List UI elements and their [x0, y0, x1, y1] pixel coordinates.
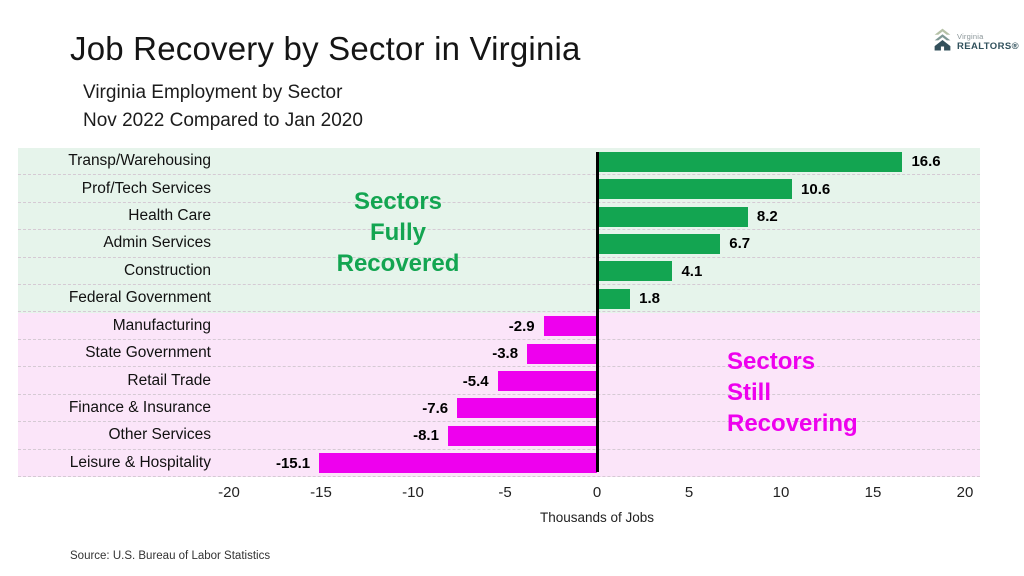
category-label: Admin Services — [103, 234, 211, 252]
chart-row: Federal Government — [18, 285, 980, 313]
bar-value-label: -2.9 — [508, 317, 535, 335]
bar-value-label: -8.1 — [413, 427, 439, 445]
x-axis-tick-label: 0 — [592, 484, 602, 501]
data-bar — [597, 206, 748, 227]
x-axis-tick-label: -10 — [402, 484, 424, 501]
chart-row: Transp/Warehousing — [18, 148, 980, 176]
subtitle-line-1: Virginia Employment by Sector — [83, 82, 343, 103]
data-bar — [319, 453, 597, 474]
chart-row: Leisure & Hospitality — [18, 450, 980, 477]
data-bar — [597, 179, 793, 200]
data-bar — [457, 398, 597, 419]
bar-value-label: 4.1 — [681, 262, 703, 280]
data-bar — [543, 316, 597, 337]
category-label: Construction — [123, 261, 211, 279]
data-bar — [597, 261, 673, 282]
data-bar — [497, 371, 597, 392]
category-label: Prof/Tech Services — [81, 179, 211, 197]
category-label: Transp/Warehousing — [68, 152, 211, 170]
chart-row: Health Care — [18, 203, 980, 231]
x-axis-ticks: -20 -15 -10 -5 0 5 10 15 20 — [18, 484, 980, 504]
category-label: Finance & Insurance — [68, 398, 211, 416]
category-label: Health Care — [128, 207, 211, 225]
chart-row: Retail Trade — [18, 367, 980, 395]
recovering-band-background — [18, 312, 980, 477]
chart-row: Finance & Insurance — [18, 395, 980, 423]
subtitle-line-2: Nov 2022 Compared to Jan 2020 — [83, 110, 363, 131]
recovered-band-background — [18, 148, 980, 313]
logo-wordmark: Virginia REALTORS® — [957, 33, 1019, 52]
virginia-realtors-logo: Virginia REALTORS® — [932, 27, 1019, 57]
category-label: Other Services — [108, 426, 211, 444]
data-bar — [597, 151, 903, 172]
x-axis-title: Thousands of Jobs — [539, 510, 655, 525]
source-note: Source: U.S. Bureau of Labor Statistics — [70, 550, 271, 562]
chart-row: Other Services — [18, 422, 980, 450]
x-axis-tick-label: -20 — [218, 484, 240, 501]
logo-brand-bottom: REALTORS® — [957, 40, 1019, 52]
bar-value-label: -7.6 — [422, 399, 449, 417]
annotation-fully-recovered: Sectors Fully Recovered — [336, 188, 460, 277]
chart-rows: Transp/Warehousing Prof/Tech Services Heal… — [18, 148, 980, 477]
category-label: Federal Government — [68, 289, 211, 307]
data-bar — [597, 233, 721, 254]
chart-subtitle: Virginia Employment by Sector Nov 2022 C… — [83, 79, 363, 135]
chart-row: Manufacturing — [18, 313, 980, 340]
page-title: Job Recovery by Sector in Virginia — [70, 30, 581, 67]
x-axis-tick-label: 20 — [956, 484, 974, 501]
chart-bars-layer: 16.6 10.6 8.2 6.7 4.1 1.8 -2.9 -3.8 -5.4 -7.6 -8.1… — [18, 148, 980, 477]
category-label: Manufacturing — [112, 316, 211, 334]
bar-value-label: -3.8 — [492, 345, 519, 363]
x-axis-tick-label: 5 — [684, 484, 694, 501]
bar-value-label: 16.6 — [911, 153, 941, 171]
house-chevron-icon — [932, 27, 953, 57]
category-label: Retail Trade — [127, 371, 211, 389]
x-axis-tick-label: -15 — [310, 484, 332, 501]
data-bar — [447, 425, 597, 446]
logo-brand-top: Virginia — [957, 31, 984, 41]
x-axis-tick-label: 10 — [772, 484, 790, 501]
chart-row: Admin Services — [18, 230, 980, 258]
chart-row: State Government — [18, 340, 980, 368]
bar-value-label: 10.6 — [801, 180, 831, 198]
zero-axis-line — [595, 152, 599, 472]
bar-value-label: -5.4 — [462, 372, 489, 390]
chart-row: Construction — [18, 258, 980, 286]
data-bar — [597, 288, 631, 309]
bar-value-label: 8.2 — [756, 208, 778, 226]
x-axis-tick-label: -5 — [498, 484, 512, 501]
bar-value-label: -15.1 — [275, 454, 311, 472]
chart-row: Prof/Tech Services — [18, 175, 980, 203]
annotation-still-recovering: Sectors Still Recovering — [727, 348, 858, 437]
x-axis-tick-label: 15 — [864, 484, 882, 501]
category-label: Leisure & Hospitality — [69, 453, 211, 471]
data-bar — [527, 343, 597, 364]
bar-value-label: 6.7 — [729, 235, 751, 253]
bar-value-label: 1.8 — [639, 290, 660, 308]
category-label: State Government — [85, 344, 211, 362]
bar-chart-area: Transp/Warehousing Prof/Tech Services Heal… — [18, 148, 980, 477]
